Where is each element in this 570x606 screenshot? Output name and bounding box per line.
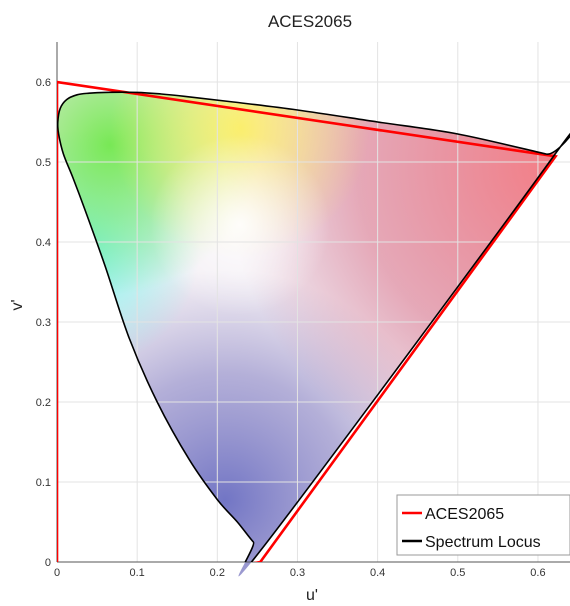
series-spectrum-locus-line [57, 91, 570, 562]
series-lines [57, 80, 570, 562]
legend: ACES2065 Spectrum Locus [396, 494, 570, 556]
y-tick-label: 0.6 [36, 77, 51, 89]
x-tick-label: 0.2 [210, 567, 225, 579]
tick-labels: 0 0.1 0.2 0.3 0.4 0.5 0.6 0 0.1 0.2 0.3 0.4 0.5 0.6 [36, 77, 546, 579]
chart-title: ACES2065 [268, 12, 352, 31]
x-tick-label: 0.5 [450, 567, 465, 579]
legend-label-aces2065: ACES2065 [425, 506, 504, 523]
y-tick-label: 0.5 [36, 157, 51, 169]
x-tick-label: 0 [54, 567, 60, 579]
y-tick-label: 0.3 [36, 317, 51, 329]
legend-label-spectrum-locus: Spectrum Locus [425, 534, 541, 551]
y-axis-label: v' [9, 299, 26, 310]
x-tick-label: 0.6 [530, 567, 545, 579]
x-axis-label: u' [306, 587, 318, 604]
y-tick-label: 0.4 [36, 237, 51, 249]
x-tick-label: 0.1 [130, 567, 145, 579]
y-tick-label: 0.1 [36, 477, 51, 489]
x-tick-label: 0.4 [370, 567, 385, 579]
y-tick-label: 0.2 [36, 397, 51, 409]
legend-box [396, 494, 570, 556]
x-tick-label: 0.3 [290, 567, 305, 579]
y-tick-label: 0 [45, 557, 51, 569]
series-aces2065-line [57, 80, 558, 562]
